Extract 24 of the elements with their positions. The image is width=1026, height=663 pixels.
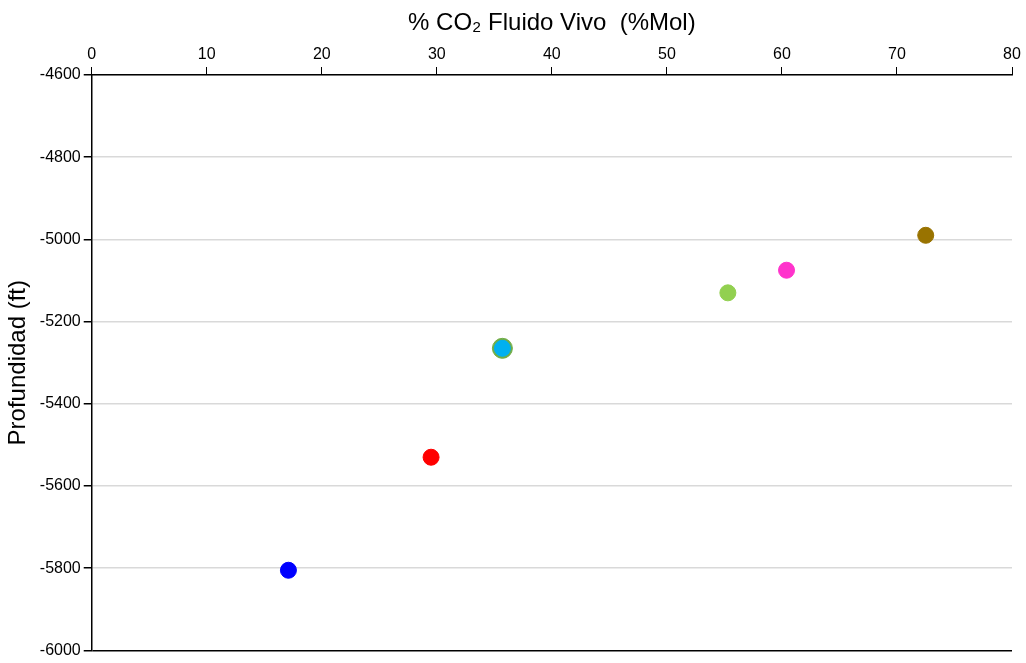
x-tick-label: 0 xyxy=(87,44,97,62)
x-tick-label: 60 xyxy=(773,44,791,62)
y-tick-label: -5000 xyxy=(39,229,81,247)
y-tick-label: -6000 xyxy=(39,640,81,658)
x-tick-label: 40 xyxy=(542,44,561,62)
y-tick-label: -5600 xyxy=(39,476,81,494)
x-tick-label: 30 xyxy=(427,44,446,62)
point xyxy=(719,284,737,302)
y-tick-label: -4600 xyxy=(39,65,81,83)
y-tick-label: -5200 xyxy=(39,312,81,330)
point xyxy=(279,561,297,579)
y-tick-label: -5800 xyxy=(39,558,81,576)
x-tick-label: 70 xyxy=(888,44,906,62)
x-tick-label: 80 xyxy=(1003,44,1021,62)
x-tick-label: 50 xyxy=(658,44,676,62)
x-tick-label: 20 xyxy=(312,44,331,62)
y-axis-title: Profundidad (ft) xyxy=(3,279,31,446)
point xyxy=(917,226,935,244)
point xyxy=(778,261,796,279)
x-tick-label: 10 xyxy=(197,44,216,62)
y-tick-label: -4800 xyxy=(39,147,81,165)
x-axis-title: % CO₂ Fluido Vivo (%Mol) xyxy=(408,8,696,36)
y-tick-label: -5400 xyxy=(39,394,81,412)
point xyxy=(422,448,440,466)
